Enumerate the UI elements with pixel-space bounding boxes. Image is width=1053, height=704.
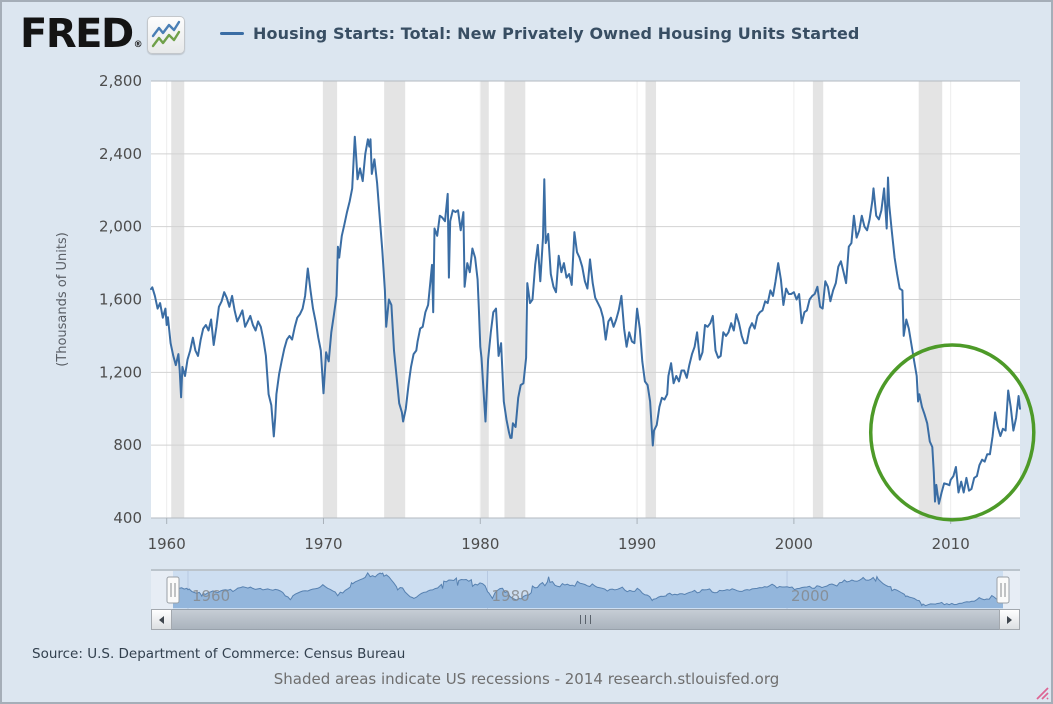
- fred-logo-text: FRED: [20, 11, 134, 57]
- fred-sparkline-icon: [146, 16, 185, 54]
- y-tick-label: 1,200: [99, 363, 142, 381]
- navigator-handle-left[interactable]: [166, 576, 180, 604]
- housing-starts-line: [150, 135, 1021, 505]
- navigator-tick-label: 1960: [192, 587, 230, 605]
- navigator-tick-label: 1980: [492, 587, 530, 605]
- registered-mark: ®: [133, 40, 143, 50]
- resize-handle-icon[interactable]: [1034, 685, 1049, 700]
- y-tick-label: 2,400: [99, 145, 142, 163]
- fred-logo: FRED ®: [20, 14, 185, 54]
- series-line-sample-icon: [220, 32, 244, 35]
- annotation-circle: [868, 343, 1036, 522]
- x-tick-label: 1970: [304, 535, 342, 553]
- left-arrow-icon: [159, 615, 164, 624]
- scrollbar-left-button[interactable]: [151, 609, 172, 630]
- series-legend-label: Housing Starts: Total: New Privately Own…: [253, 24, 860, 43]
- y-tick-label: 1,600: [99, 291, 142, 309]
- source-text: Source: U.S. Department of Commerce: Cen…: [32, 646, 406, 662]
- y-tick-label: 400: [113, 509, 142, 527]
- x-tick-label: 1960: [148, 535, 186, 553]
- navigator-handle-right[interactable]: [996, 576, 1010, 604]
- navigator-area[interactable]: [173, 572, 1003, 608]
- navigator-tick-label: 2000: [791, 587, 829, 605]
- y-tick-label: 2,800: [99, 72, 142, 90]
- series-legend: Housing Starts: Total: New Privately Own…: [220, 24, 859, 43]
- thumb-grip-icon: [585, 615, 586, 624]
- right-arrow-icon: [1007, 615, 1012, 624]
- y-tick-label: 800: [113, 436, 142, 454]
- y-tick-label: 2,000: [99, 218, 142, 236]
- navigator-line: [172, 571, 1004, 607]
- scrollbar: [151, 609, 1020, 630]
- thumb-grip-icon: [590, 615, 591, 624]
- x-tick-label: 2000: [775, 535, 813, 553]
- scrollbar-thumb[interactable]: [172, 609, 999, 630]
- recession-note-text: Shaded areas indicate US recessions - 20…: [273, 670, 780, 688]
- x-tick-label: 1980: [461, 535, 499, 553]
- scrollbar-right-button[interactable]: [999, 609, 1020, 630]
- x-tick-label: 1990: [618, 535, 656, 553]
- y-axis-title: (Thousands of Units): [55, 232, 70, 367]
- x-tick-label: 2010: [932, 535, 970, 553]
- thumb-grip-icon: [580, 615, 581, 624]
